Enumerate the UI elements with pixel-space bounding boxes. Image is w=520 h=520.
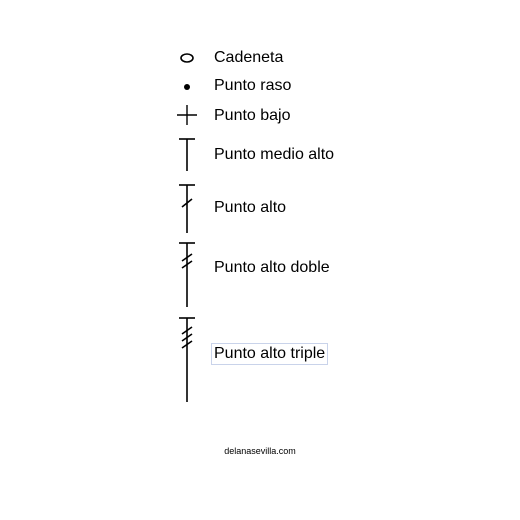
legend-label-half-double: Punto medio alto — [214, 146, 335, 163]
legend-label-treble: Punto alto doble — [214, 259, 330, 276]
legend-label-double-treble[interactable]: Punto alto triple — [210, 343, 329, 365]
double-treble-crochet-icon — [179, 317, 195, 402]
site-credit: delanasevilla.com — [224, 446, 296, 456]
treble-crochet-icon — [179, 242, 195, 307]
legend-label-double: Punto alto — [214, 199, 287, 216]
chain-stitch-icon — [180, 53, 194, 63]
legend-label-chain: Cadeneta — [214, 49, 284, 66]
single-crochet-icon — [177, 105, 197, 125]
half-double-crochet-icon — [179, 138, 195, 171]
legend-label-slip: Punto raso — [214, 77, 292, 94]
double-crochet-icon — [179, 184, 195, 233]
slip-stitch-icon — [184, 84, 190, 90]
legend-label-single: Punto bajo — [214, 107, 291, 124]
